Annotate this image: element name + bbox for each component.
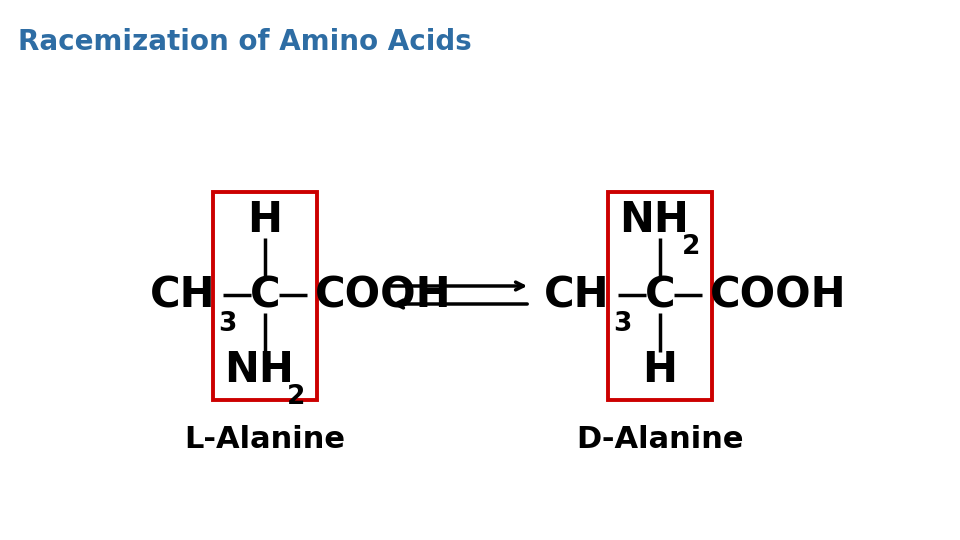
Text: CH: CH xyxy=(150,274,215,316)
Text: C: C xyxy=(645,274,675,316)
Text: CH: CH xyxy=(544,274,610,316)
Text: H: H xyxy=(248,199,282,241)
Text: 3: 3 xyxy=(613,311,632,337)
Bar xyxy=(213,192,317,400)
Bar xyxy=(608,192,712,400)
Text: L-Alanine: L-Alanine xyxy=(184,425,346,454)
Text: COOH: COOH xyxy=(710,274,847,316)
Text: NH: NH xyxy=(224,349,294,391)
Text: 2: 2 xyxy=(287,384,305,410)
Text: 2: 2 xyxy=(682,234,701,260)
Text: D-Alanine: D-Alanine xyxy=(576,425,744,454)
Text: C: C xyxy=(250,274,280,316)
Text: COOH: COOH xyxy=(315,274,451,316)
Text: Racemization of Amino Acids: Racemization of Amino Acids xyxy=(18,28,471,56)
Text: H: H xyxy=(642,349,678,391)
Text: 3: 3 xyxy=(218,311,236,337)
Text: NH: NH xyxy=(619,199,689,241)
